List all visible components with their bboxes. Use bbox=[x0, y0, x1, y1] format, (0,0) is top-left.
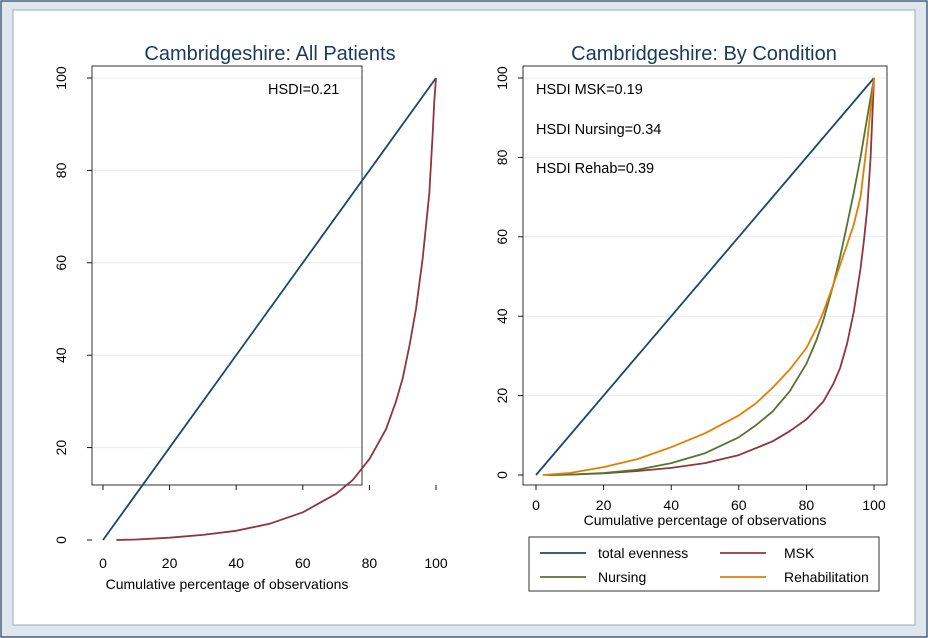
series-line-rehabilitation bbox=[542, 77, 875, 476]
hsdi-annotation: HSDI Nursing=0.34 bbox=[536, 122, 661, 138]
legend-label: Nursing bbox=[598, 569, 646, 585]
x-tick-label: 20 bbox=[596, 497, 612, 513]
right-chart-panel: 0 20 40 60 80 100 0 20 40 60 80 100 Cumulative perce… bbox=[494, 43, 888, 592]
y-tick-label: 40 bbox=[53, 347, 69, 363]
series-line-0 bbox=[102, 77, 437, 541]
legend-label: MSK bbox=[784, 545, 815, 561]
x-tick-label: 40 bbox=[663, 497, 679, 513]
x-tick-label: 80 bbox=[799, 497, 815, 513]
plot-area bbox=[91, 65, 363, 486]
series-line-1 bbox=[116, 77, 437, 541]
y-tick-label: 20 bbox=[494, 388, 510, 404]
y-tick-label: 100 bbox=[53, 66, 69, 90]
x-tick-label: 80 bbox=[362, 555, 378, 571]
hsdi-annotation: HSDI=0.21 bbox=[268, 82, 339, 98]
legend-box bbox=[528, 536, 880, 592]
chart-title: Cambridgeshire: By Condition bbox=[571, 43, 837, 65]
left-chart-panel: 0 20 40 60 80 100 0 20 40 60 80 100 Cumulative perce… bbox=[53, 43, 448, 592]
y-tick-label: 20 bbox=[53, 440, 69, 456]
legend: total evenness MSK Nursing Rehabilitation bbox=[528, 536, 880, 592]
x-tick-label: 60 bbox=[731, 497, 747, 513]
x-axis-title: Cumulative percentage of observations bbox=[106, 576, 349, 592]
x-tick-label: 60 bbox=[295, 555, 311, 571]
y-tick-label: 0 bbox=[494, 471, 510, 479]
series-line-nursing bbox=[546, 77, 875, 476]
x-tick-label: 0 bbox=[532, 497, 540, 513]
y-tick-label: 60 bbox=[53, 255, 69, 271]
y-tick-label: 100 bbox=[494, 66, 510, 90]
x-tick-label: 100 bbox=[424, 555, 448, 571]
legend-label: Rehabilitation bbox=[784, 569, 869, 585]
hsdi-annotation: HSDI MSK=0.19 bbox=[536, 82, 643, 98]
hsdi-annotation: HSDI Rehab=0.39 bbox=[536, 161, 654, 177]
y-tick-label: 80 bbox=[53, 162, 69, 178]
chart-title: Cambridgeshire: All Patients bbox=[144, 43, 395, 65]
series-line-total-evenness bbox=[535, 77, 875, 476]
legend-label: total evenness bbox=[598, 545, 688, 561]
y-tick-label: 60 bbox=[494, 229, 510, 245]
y-tick-label: 80 bbox=[494, 149, 510, 165]
series-line-msk bbox=[549, 77, 875, 476]
y-tick-label: 40 bbox=[494, 308, 510, 324]
x-tick-label: 0 bbox=[99, 555, 107, 571]
x-axis-title: Cumulative percentage of observations bbox=[584, 512, 827, 528]
x-tick-label: 40 bbox=[228, 555, 244, 571]
x-tick-label: 100 bbox=[862, 497, 886, 513]
x-tick-label: 20 bbox=[162, 555, 178, 571]
y-tick-label: 0 bbox=[53, 536, 69, 544]
